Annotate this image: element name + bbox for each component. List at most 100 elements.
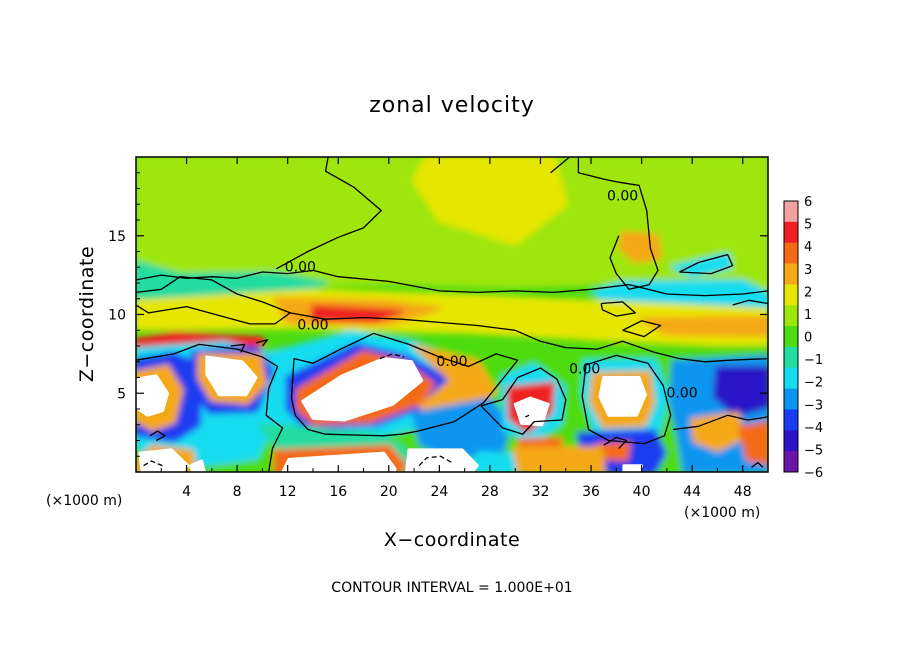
colorbar-swatch (784, 451, 798, 473)
y-tick-label: 10 (108, 308, 126, 324)
colorbar-swatch (784, 242, 798, 265)
x-tick-label: 32 (532, 484, 550, 500)
color-region (412, 397, 511, 462)
missing-data-region (138, 448, 190, 472)
colorbar-swatch (784, 284, 798, 306)
missing-data-region (205, 355, 258, 397)
colorbar-tick-label: 6 (804, 195, 812, 210)
y-tick-label: 15 (108, 229, 126, 245)
y-axis-label: Z−coordinate (76, 246, 98, 382)
x-tick-label: 4 (182, 484, 191, 500)
colorbar-swatch (784, 326, 798, 348)
colorbar: 6 5 4 3 2 1 0 −1 −2 −3 −4 −5 −6 (783, 195, 823, 481)
colorbar-tick-label: −2 (804, 376, 823, 391)
y-tick-label: 5 (117, 386, 126, 402)
missing-data-region (513, 396, 550, 427)
contour-line (577, 157, 659, 290)
colorbar-tick-label: −5 (804, 443, 823, 458)
x-tick-label: 48 (734, 484, 752, 500)
colorbar-tick-label: −3 (804, 398, 823, 413)
missing-data-region (405, 448, 479, 472)
x-axis-label: X−coordinate (384, 529, 520, 551)
missing-data-region (301, 357, 424, 422)
x-tick-label: 24 (430, 484, 448, 500)
contour-value-label: 0.00 (607, 188, 638, 204)
contour-line (230, 343, 246, 353)
colorbar-tick-label: 5 (804, 218, 812, 233)
contour-line (480, 367, 567, 435)
x-tick-label: 12 (279, 484, 297, 500)
color-region (412, 157, 568, 246)
color-region (712, 366, 768, 418)
x-tick-label: 28 (481, 484, 499, 500)
contour-line (379, 353, 405, 360)
colorbar-tick-label: 3 (804, 263, 812, 278)
contour-line (149, 430, 166, 442)
chart-title: zonal velocity (369, 93, 535, 118)
contour-line (290, 312, 768, 363)
colorbar-tick-label: 4 (804, 240, 812, 255)
missing-data-region (622, 464, 644, 472)
colorbar-swatch (784, 430, 798, 452)
colorbar-tick-label: −4 (804, 421, 823, 436)
contour-value-label: 0.00 (666, 385, 697, 401)
colorbar-tick-label: −1 (804, 353, 823, 368)
colorbar-tick-label: 1 (804, 308, 812, 323)
contour-value-label: 0.00 (569, 362, 600, 378)
contour-line (679, 253, 734, 275)
x-tick-label: 36 (582, 484, 600, 500)
contour-line (418, 455, 453, 467)
colorbar-swatch (784, 388, 798, 410)
colorbar-swatch (784, 221, 798, 244)
contour-line (581, 354, 672, 445)
x-axis: 4 8 12 16 20 24 28 32 36 40 44 48 (160, 157, 752, 500)
missing-data-layer (136, 355, 647, 472)
contour-line (600, 301, 636, 317)
colorbar-frame (783, 200, 799, 473)
contour-line (136, 276, 291, 325)
contour-line (603, 436, 628, 449)
color-region (690, 411, 745, 452)
colorbar-swatch (784, 305, 798, 327)
y-axis: 5 10 15 (108, 172, 768, 457)
colorbar-swatch (784, 367, 798, 390)
colorbar-swatch (784, 409, 798, 431)
contour-value-label: 0.00 (436, 354, 467, 370)
contour-line (550, 157, 571, 174)
colorbar-tick-label: 2 (804, 285, 812, 300)
color-region (311, 304, 404, 323)
contour-lines-layer (136, 157, 768, 472)
contour-line (525, 414, 530, 418)
contour-line (275, 157, 382, 270)
color-region (513, 446, 606, 472)
x-tick-label: 20 (380, 484, 398, 500)
colorbar-swatch (784, 201, 798, 223)
contour-interval-note: CONTOUR INTERVAL = 1.000E+01 (331, 580, 572, 596)
color-region (639, 315, 768, 337)
x-tick-label: 44 (683, 484, 701, 500)
contour-line (673, 414, 768, 431)
contour-value-label: 0.00 (285, 259, 316, 275)
missing-data-region (188, 459, 206, 472)
plot-area: 0.00 0.00 0.00 0.00 0.00 0.00 (135, 156, 769, 473)
contour-line (622, 320, 662, 338)
x-tick-label: 8 (233, 484, 242, 500)
colorbar-tick-label: 0 (804, 331, 812, 346)
color-region (738, 421, 768, 465)
missing-data-region (598, 376, 647, 417)
missing-data-region (136, 374, 170, 417)
x-tick-label: 16 (329, 484, 347, 500)
x-axis-right-unit: (×1000 m) (684, 505, 760, 521)
x-axis-left-unit: (×1000 m) (46, 493, 122, 509)
contour-labels-layer: 0.00 0.00 0.00 0.00 0.00 0.00 (285, 188, 698, 401)
contour-line (136, 269, 768, 297)
color-fill-layer (136, 157, 768, 472)
colorbar-swatch (784, 263, 798, 285)
contour-line (143, 460, 163, 467)
contour-line (136, 343, 284, 472)
colorbar-swatch (784, 346, 798, 369)
color-region (618, 230, 663, 263)
contour-value-label: 0.00 (297, 318, 328, 334)
x-tick-label: 40 (633, 484, 651, 500)
contour-line (255, 339, 269, 347)
